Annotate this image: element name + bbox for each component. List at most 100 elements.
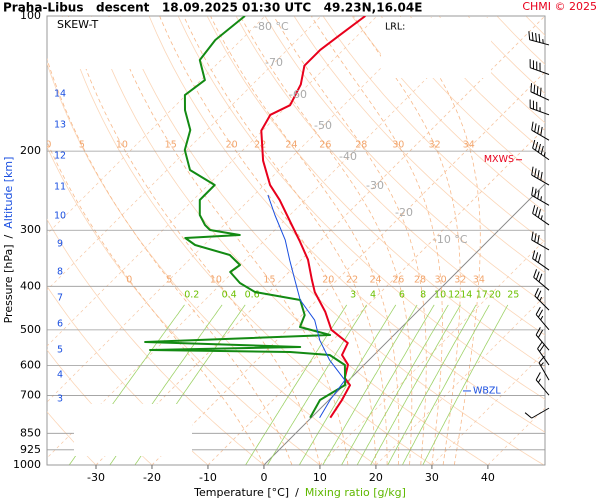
x-label-2: Mixing ratio [g/kg] (305, 486, 406, 499)
mixing-ratio-line (402, 304, 490, 465)
wind-barb (531, 166, 550, 186)
legend-box (52, 17, 144, 69)
profile-line (144, 16, 347, 419)
wind-barb (531, 231, 550, 251)
profiles (144, 16, 366, 419)
y-tick-label: 100 (20, 9, 41, 22)
x-tick-label: 0 (260, 471, 267, 484)
moist-adiabat-label: 0 (45, 140, 51, 151)
moist-adiabat-label: 10 (116, 140, 128, 151)
mixing-ratio-line (387, 304, 477, 465)
x-tick-label: -10 (199, 471, 217, 484)
isotherm-label: -70 (265, 56, 283, 69)
isotherm-label: -50 (314, 119, 332, 132)
altitude-tick-label: 10 (54, 210, 66, 221)
altitude-tick-label: 4 (57, 369, 63, 380)
moist-adiabat-label: 30 (392, 140, 404, 151)
moist-adiabat-label: 34 (463, 140, 475, 151)
x-tick-label: 20 (369, 471, 383, 484)
y-tick-label: 700 (20, 388, 41, 401)
mixing-ratio-label: 6 (399, 290, 405, 301)
altitude-tick-label: 12 (54, 150, 66, 161)
wind-barb (535, 327, 550, 351)
moist-adiabat-label: 10 (210, 275, 222, 286)
legend-title: SKEW-T (57, 18, 99, 31)
x-tick-label: 40 (481, 471, 495, 484)
y-tick-label: 600 (20, 358, 41, 371)
isotherm-label: -30 (366, 179, 384, 192)
y-axis-label: Pressure [hPa] / Altitude [km] (2, 157, 15, 324)
isotherm-label: -80 °C (254, 20, 289, 33)
dry-adiabat (177, 16, 545, 400)
mixing-ratio-label: 8 (420, 290, 426, 301)
isotherm (47, 16, 490, 459)
moist-adiabat-label: 28 (414, 275, 426, 286)
profile-line (260, 16, 366, 419)
wind-barb (528, 31, 550, 46)
moist-adiabat-label: 20 (226, 140, 238, 151)
moist-adiabat-label: 32 (454, 275, 466, 286)
profile-line (267, 194, 346, 418)
wind-barb (531, 121, 550, 141)
altitude-tick-label: 3 (57, 394, 63, 405)
mixing-ratio-label: 20 (489, 290, 501, 301)
moist-adiabat-label: 26 (392, 275, 404, 286)
moist-adiabat (273, 16, 427, 465)
moist-adiabat-label: 30 (435, 275, 447, 286)
mixing-ratio-label: 14 (460, 290, 472, 301)
isotherm (95, 16, 545, 465)
x-tick-label: -20 (143, 471, 161, 484)
y-tick-label: 400 (20, 279, 41, 292)
moist-adiabat (310, 16, 443, 465)
dry-adiabat (555, 16, 600, 465)
dry-adiabat (264, 16, 545, 305)
mixing-ratio-line (298, 304, 397, 465)
isotherm-label: -60 (289, 88, 307, 101)
moist-adiabat-label: 26 (319, 140, 331, 151)
dry-adiabat (235, 16, 545, 336)
x-axis-label: Temperature [°C] / Mixing ratio [g/kg] (193, 486, 406, 499)
wind-barb (524, 407, 550, 419)
wind-barb (535, 306, 550, 331)
x-tick-label: 10 (313, 471, 327, 484)
altitude-tick-label: 8 (57, 267, 63, 278)
moist-adiabat-label: 22 (346, 275, 358, 286)
annotation: MXWS (484, 154, 514, 165)
wind-barb (532, 205, 550, 226)
dry-adiabat (351, 16, 545, 213)
wind-barb (529, 59, 550, 75)
dry-adiabat (322, 16, 545, 243)
lrl-title: LRL: (385, 22, 405, 33)
mixing-ratio-line (322, 304, 418, 465)
altitude-tick-label: 5 (57, 345, 63, 356)
mixing-ratio-line (267, 304, 367, 465)
y-label: Pressure [hPa] (2, 244, 15, 323)
mixing-ratio-line (245, 304, 348, 465)
x-label: Temperature [°C] (193, 486, 289, 499)
y-label-2: Altitude [km] (2, 157, 15, 229)
table-box (74, 404, 192, 456)
wind-barb (532, 250, 550, 271)
mixing-ratio-label: 12 (448, 290, 460, 301)
moist-adiabat-label: 24 (369, 275, 381, 286)
wind-barb (538, 355, 550, 381)
mixing-ratio-line (422, 304, 509, 465)
isotherm (47, 16, 322, 291)
y-tick-label: 925 (20, 443, 41, 456)
y-tick-label: 300 (20, 223, 41, 236)
isotherm (47, 16, 434, 403)
y-tick-label: 200 (20, 144, 41, 157)
isotherm (47, 16, 378, 347)
altitude-tick-label: 6 (57, 319, 63, 330)
altitude-tick-label: 14 (54, 89, 66, 100)
mixing-ratio-label: 0.6 (245, 290, 260, 301)
moist-adiabat-label: 34 (473, 275, 485, 286)
wind-barb (530, 83, 550, 101)
wind-barb (533, 269, 550, 291)
mixing-ratio-label: 25 (507, 290, 519, 301)
altitude-tick-label: 11 (54, 182, 66, 193)
isotherm-label: -20 (395, 206, 413, 219)
chart-title: Praha-Libus descent 18.09.2025 01:30 UTC… (3, 1, 422, 15)
